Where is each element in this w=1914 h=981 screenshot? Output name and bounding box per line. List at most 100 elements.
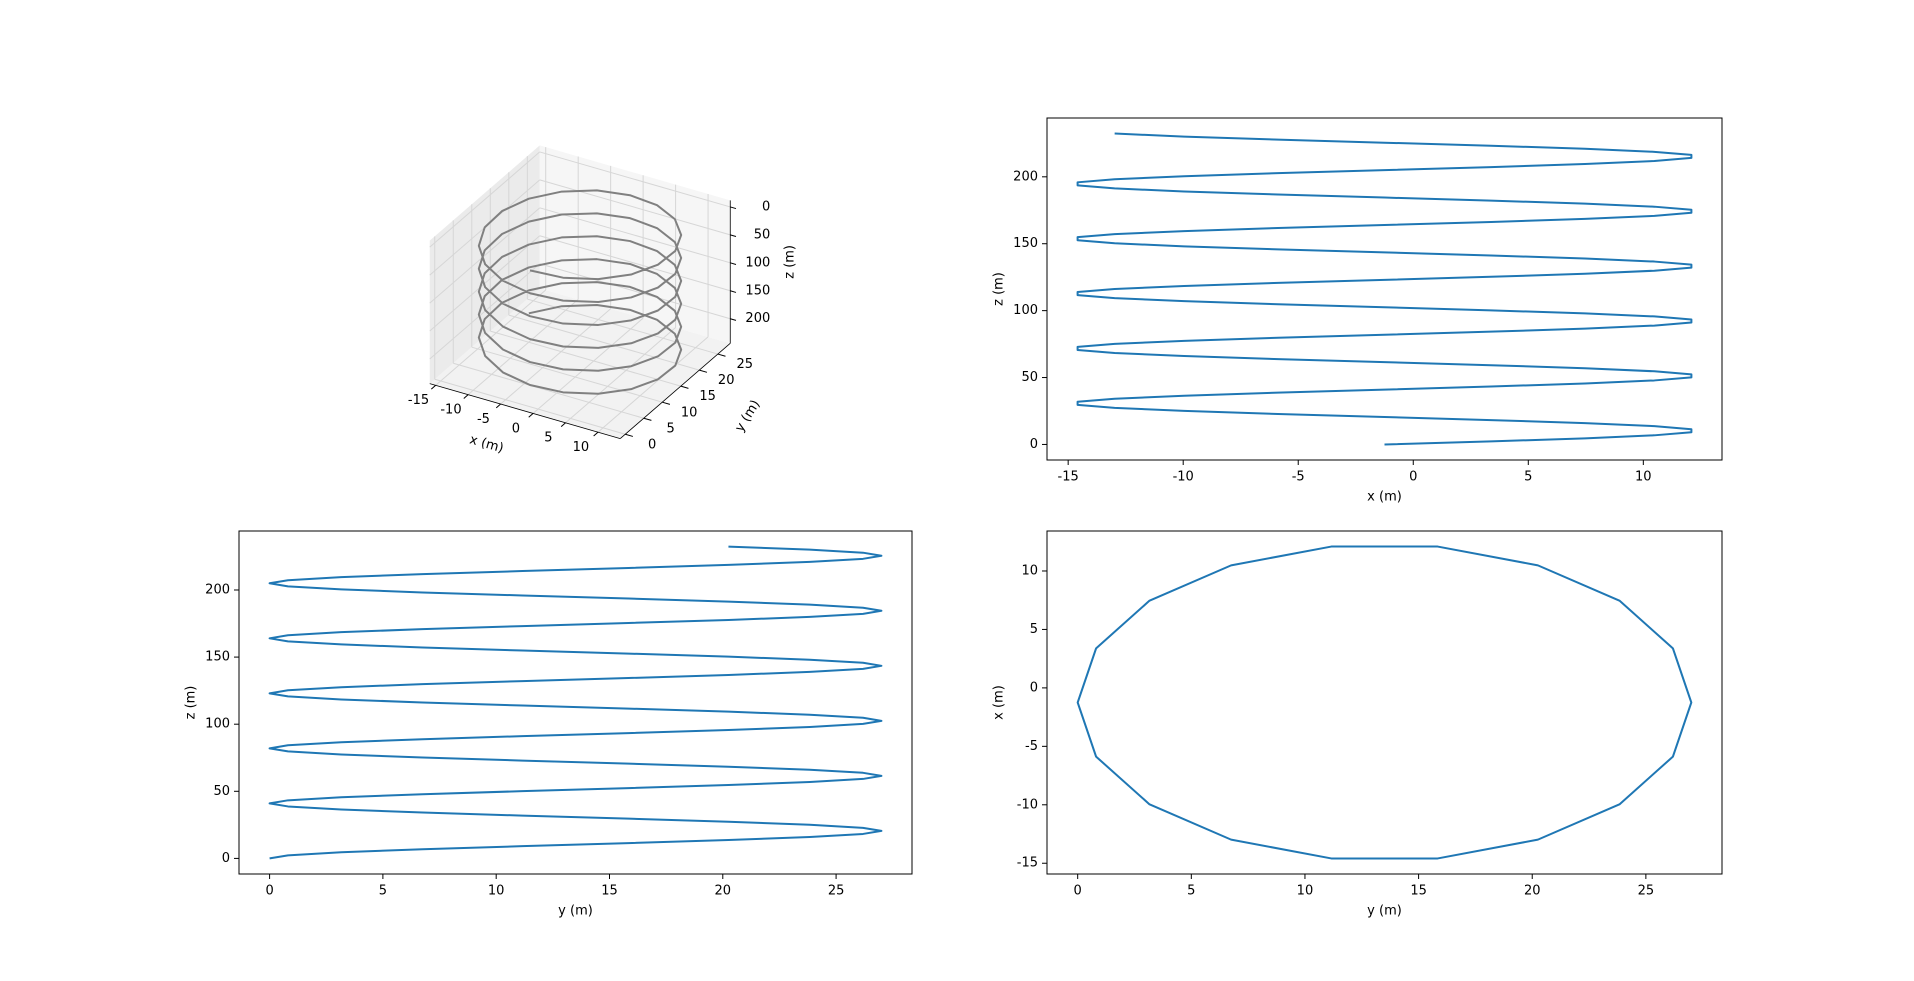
y-tick-label: 5 bbox=[667, 421, 675, 436]
y-tick-label: 20 bbox=[718, 373, 735, 388]
x-tick bbox=[430, 384, 437, 390]
grid-line bbox=[429, 263, 541, 360]
y-tick-label: 0 bbox=[222, 851, 230, 866]
y-tick-label: 50 bbox=[213, 784, 230, 799]
x-tick-label: 15 bbox=[1410, 884, 1427, 899]
y-tick-label: 150 bbox=[1013, 236, 1038, 251]
x-tick-label: 20 bbox=[1524, 884, 1541, 899]
x-tick-label: 0 bbox=[512, 421, 520, 436]
plot-frame bbox=[238, 530, 913, 875]
y-tick-label: 15 bbox=[699, 389, 716, 404]
y-tick bbox=[717, 353, 726, 357]
z-tick-label: 100 bbox=[745, 255, 770, 270]
grid-line bbox=[565, 327, 676, 424]
x-tick-label: 15 bbox=[601, 884, 618, 899]
z-tick-label: 200 bbox=[745, 311, 770, 326]
x-axis-label: x (m) bbox=[468, 432, 505, 456]
x-tick-label: 0 bbox=[1409, 470, 1417, 485]
x-tick-label: -10 bbox=[440, 403, 461, 418]
z-tick bbox=[730, 290, 737, 293]
y-tick-label: 0 bbox=[1030, 680, 1038, 695]
back-pane bbox=[539, 145, 731, 344]
z-tick bbox=[730, 318, 737, 321]
x-tick-label: -15 bbox=[408, 393, 429, 408]
y-tick-label: 100 bbox=[1013, 303, 1038, 318]
grid-line bbox=[453, 362, 644, 419]
grid-line bbox=[539, 151, 731, 208]
data-line bbox=[268, 545, 883, 860]
x-tick bbox=[528, 413, 534, 418]
y-tick-label: 25 bbox=[736, 357, 753, 372]
y-tick bbox=[662, 401, 671, 405]
x-tick-label: 10 bbox=[488, 884, 505, 899]
z-tick bbox=[730, 206, 737, 210]
x-tick-label: 25 bbox=[828, 884, 845, 899]
x-axis-line bbox=[429, 383, 621, 439]
z-tick-label: 0 bbox=[762, 199, 770, 214]
x-axis-label: y (m) bbox=[1367, 904, 1402, 919]
y-tick-label: -10 bbox=[1017, 797, 1038, 812]
x-tick-label: 5 bbox=[544, 431, 552, 446]
y-tick-label: 200 bbox=[1013, 169, 1038, 184]
x-tick-label: 10 bbox=[573, 440, 590, 455]
grid-line bbox=[597, 336, 709, 433]
grid-line bbox=[527, 298, 718, 355]
y-axis-label: z (m) bbox=[184, 686, 199, 720]
y-tick-label: 150 bbox=[205, 650, 230, 665]
z-tick bbox=[730, 234, 737, 238]
y-axis-line bbox=[619, 343, 731, 439]
y-tick-label: 0 bbox=[1030, 437, 1038, 452]
y-axis-label: z (m) bbox=[992, 272, 1007, 306]
x-tick-label: 5 bbox=[1524, 470, 1532, 485]
grid-line bbox=[539, 179, 731, 236]
z-tick bbox=[730, 262, 737, 265]
y-tick bbox=[625, 433, 634, 437]
x-tick-label: -5 bbox=[1292, 470, 1305, 485]
z-tick-label: 50 bbox=[754, 227, 771, 242]
x-tick-label: 5 bbox=[379, 884, 387, 899]
y-tick-label: 50 bbox=[1021, 370, 1038, 385]
grid-line bbox=[539, 207, 731, 264]
grid-line bbox=[532, 317, 644, 414]
x-tick-label: 20 bbox=[715, 884, 732, 899]
y-tick bbox=[699, 369, 708, 373]
data-line bbox=[1076, 132, 1693, 446]
grid-line bbox=[539, 263, 731, 320]
x-tick-label: -15 bbox=[1058, 470, 1079, 485]
grid-line bbox=[508, 314, 700, 371]
x-tick-label: -10 bbox=[1173, 470, 1194, 485]
helix-line bbox=[477, 189, 683, 395]
x-tick-label: -5 bbox=[477, 412, 490, 427]
plot-frame bbox=[1046, 530, 1723, 875]
x-tick bbox=[560, 422, 566, 427]
z-axis-label: z (m) bbox=[783, 245, 798, 279]
grid-line bbox=[429, 207, 541, 304]
x-axis-label: y (m) bbox=[558, 904, 593, 919]
data-line bbox=[1076, 545, 1693, 860]
z-tick-label: 150 bbox=[745, 283, 770, 298]
x-tick bbox=[495, 403, 501, 409]
y-axis-label: y (m) bbox=[732, 398, 763, 435]
grid-line bbox=[539, 235, 731, 292]
x-tick bbox=[463, 394, 469, 399]
x-axis-label: x (m) bbox=[1367, 490, 1402, 505]
x-tick bbox=[593, 431, 599, 437]
grid-line bbox=[471, 346, 663, 403]
y-tick-label: -15 bbox=[1017, 856, 1038, 871]
x-tick-label: 10 bbox=[1635, 470, 1652, 485]
plot-frame bbox=[1046, 117, 1723, 461]
grid-line bbox=[434, 378, 626, 435]
y-tick-label: 10 bbox=[681, 405, 698, 420]
grid-line bbox=[467, 299, 579, 396]
grid-line bbox=[490, 330, 681, 387]
y-tick-label: 0 bbox=[648, 437, 656, 452]
y-tick-label: 10 bbox=[1021, 563, 1038, 578]
y-tick-label: 100 bbox=[205, 717, 230, 732]
y-tick-label: -5 bbox=[1025, 739, 1038, 754]
x-tick-label: 0 bbox=[1074, 884, 1082, 899]
x-tick-label: 5 bbox=[1187, 884, 1195, 899]
y-tick-label: 5 bbox=[1030, 622, 1038, 637]
y-tick bbox=[680, 385, 689, 389]
